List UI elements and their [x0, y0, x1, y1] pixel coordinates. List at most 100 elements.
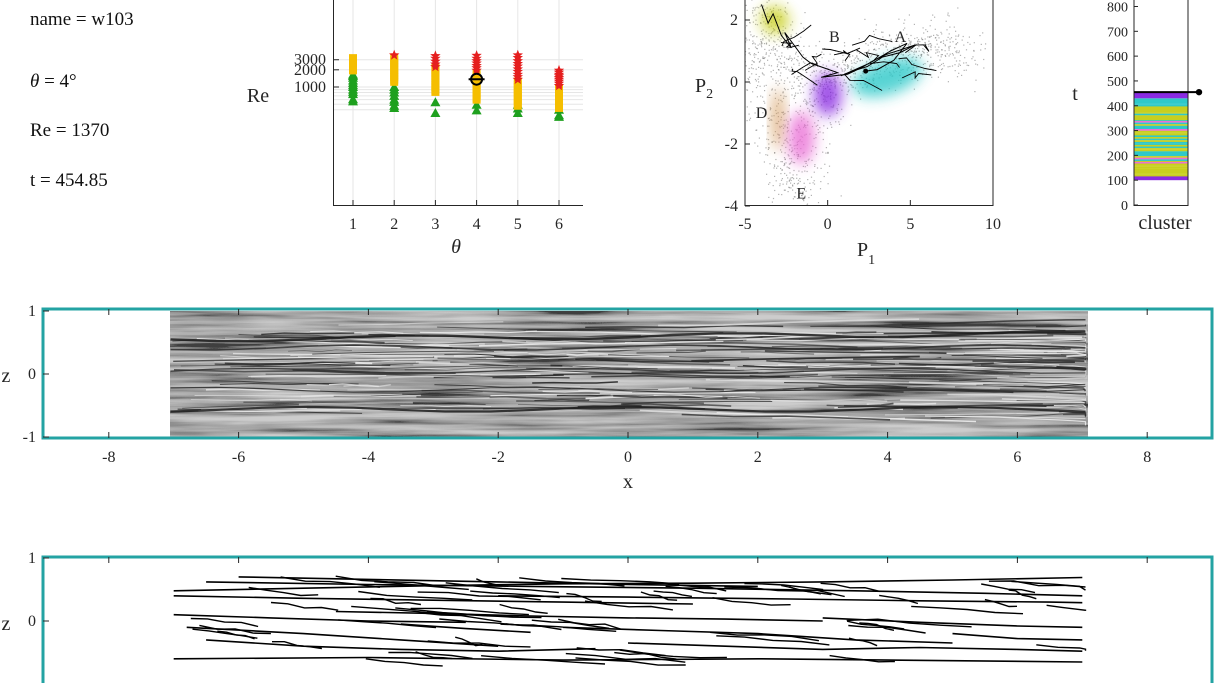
pca-cloud-dot	[873, 43, 875, 45]
pca-cloud-dot	[921, 50, 924, 52]
pca-cloud-dot	[851, 104, 853, 106]
pca-cloud-dot	[843, 74, 845, 77]
gradient-field-streak	[818, 385, 1047, 393]
param-map-ytick-label: 3000	[294, 52, 326, 69]
pca-cloud-dot	[958, 52, 960, 54]
pca-cloud-dot	[773, 167, 775, 169]
pca-cloud-dot	[771, 89, 773, 91]
pca-cloud-dot	[824, 69, 826, 71]
gradient-field-streak	[844, 376, 1086, 386]
param-map-axes	[333, 0, 583, 206]
pca-ticks: -5 0 5 10 -4 -2 0 2	[725, 12, 1001, 233]
pca-cloud-dot	[762, 56, 764, 58]
pca-cloud-dot	[712, 132, 713, 133]
pca-cloud-dot	[844, 68, 846, 70]
pca-cloud-dot	[805, 190, 807, 192]
pca-cloud-dot	[813, 87, 815, 89]
pca-cloud-dot	[727, 17, 728, 18]
gradient-field-streak	[884, 399, 1086, 404]
pca-cloud-dot	[808, 109, 811, 111]
pca-cloud-dot	[807, 107, 809, 109]
pca-ytick-label: 0	[730, 74, 738, 91]
pca-cloud-dot	[936, 34, 938, 36]
gradient-field-streak	[248, 375, 387, 378]
pca-cloud-dot	[802, 165, 804, 167]
pca-cloud-dot	[924, 42, 926, 44]
pca-cloud-dot	[746, 106, 748, 108]
pca-cloud-dot	[854, 57, 856, 59]
pca-cloud-dot	[915, 50, 917, 52]
cluster-timeline-stripe	[1134, 122, 1188, 125]
pca-cloud-dot	[799, 180, 801, 183]
pca-cloud-dot	[925, 44, 927, 46]
pca-cloud-dot	[770, 76, 772, 78]
pca-cloud-dot	[809, 93, 811, 95]
cluster-timeline-stripe	[1134, 119, 1188, 122]
pca-cloud-dot	[895, 52, 897, 54]
pca-cloud-dot	[949, 26, 951, 28]
pca-cloud-dot	[926, 30, 929, 33]
pca-cloud-dot	[865, 62, 868, 64]
cluster-timeline-stripe	[1134, 149, 1188, 152]
pca-cloud-dot	[958, 63, 960, 65]
param-map-point-turbulent	[512, 63, 523, 74]
pca-cloud-dot	[803, 45, 805, 47]
interface-contour-fragment	[712, 597, 791, 606]
cluster-timeline-stripe	[1134, 116, 1188, 119]
pca-cloud-dot	[805, 102, 807, 105]
pca-cloud-dot	[763, 100, 765, 102]
gradient-field-streak	[653, 394, 760, 399]
interface-contour-fragment	[410, 607, 529, 616]
gradient-field-streak	[639, 409, 849, 418]
gradient-field-streak	[205, 388, 321, 392]
pca-cloud-dot	[781, 220, 782, 221]
param-map-point-turbulent	[512, 55, 523, 66]
theta-symbol: θ	[30, 71, 40, 92]
gradient-field-streak	[220, 355, 395, 361]
pca-label-a: A	[895, 29, 907, 46]
pca-cloud-dot	[854, 72, 856, 74]
pca-cloud-dot	[942, 40, 945, 42]
pca-cloud-dot	[776, 50, 778, 52]
pca-cloud-dot	[907, 54, 909, 57]
cluster-timeline-ytick-label: 0	[1121, 199, 1128, 214]
pca-cloud-dot	[908, 40, 910, 42]
param-map-point-turbulent	[430, 50, 441, 61]
interface-contour-fragment	[829, 654, 895, 663]
pca-cloud-dot	[884, 58, 886, 60]
pca-cloud-dot	[945, 55, 947, 57]
gradient-field-streak	[206, 410, 341, 413]
pca-cluster-blobs	[760, 5, 923, 165]
pca-cloud-dot	[900, 35, 902, 37]
pca-cloud-dot	[763, 57, 765, 60]
pca-cloud-dot	[930, 56, 932, 58]
pca-cloud-dot	[869, 54, 871, 56]
pca-cloud-dot	[851, 66, 853, 68]
gradient-field-streak	[224, 361, 356, 365]
pca-cloud-dot	[780, 72, 782, 74]
pca-cloud-dot	[961, 74, 963, 76]
pca-cloud-dot	[770, 49, 773, 51]
pca-cloud-dot	[758, 222, 759, 223]
param-map-point-turbulent	[553, 64, 565, 75]
pca-cloud-dot	[749, 117, 752, 119]
pca-cloud-dot	[965, 49, 968, 51]
param-map-xtick-label: 1	[349, 216, 357, 233]
pca-trajectory-segment	[870, 61, 900, 68]
interface-contour-fragment	[388, 651, 473, 660]
pca-cloud-dot	[752, 21, 754, 23]
pca-cloud-dot	[743, 66, 744, 67]
pca-cloud-dot	[733, 58, 734, 59]
pca-cloud-dot	[959, 64, 961, 66]
pca-cloud-dot	[876, 41, 878, 43]
gradient-field-streak	[783, 364, 975, 368]
pca-cloud-dot	[760, 22, 762, 24]
gradient-field-xtick-label: -2	[492, 449, 505, 466]
pca-cloud-dot	[929, 64, 931, 66]
pca-cloud-dot	[944, 54, 946, 57]
pca-cloud-dot	[780, 149, 782, 151]
cluster-timeline-stripe	[1134, 112, 1188, 114]
pca-cloud-dot	[892, 55, 894, 57]
pca-cloud-dot	[775, 158, 777, 161]
pca-cloud-dot	[780, 161, 782, 163]
